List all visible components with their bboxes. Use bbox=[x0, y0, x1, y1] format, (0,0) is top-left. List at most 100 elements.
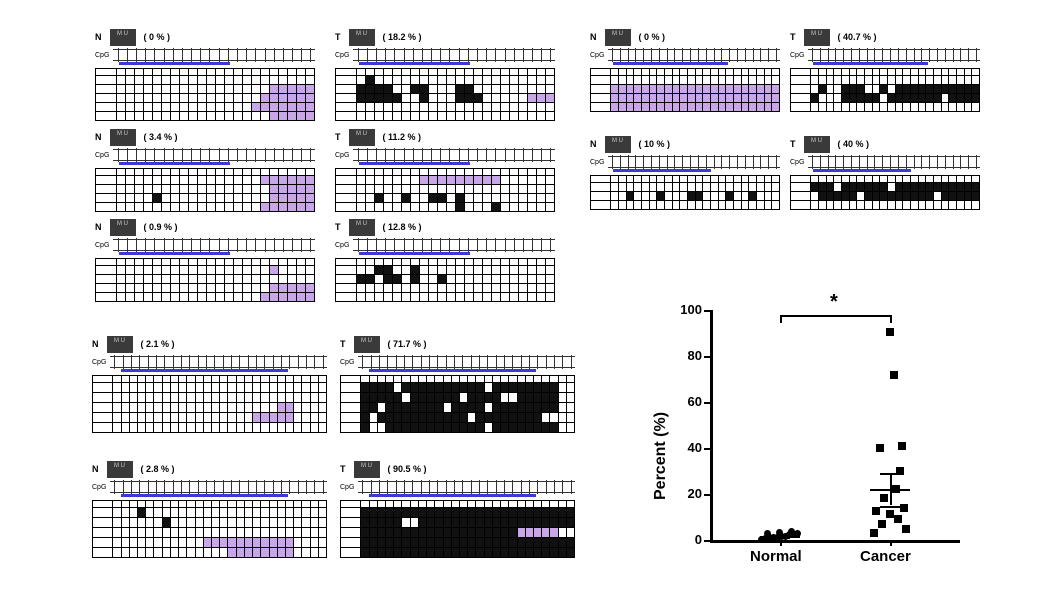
mu-gel-icon: M U bbox=[605, 136, 631, 153]
error-cap bbox=[880, 473, 900, 475]
panel-header: NM U( 3.4 % ) bbox=[95, 128, 315, 146]
grid-cell bbox=[537, 112, 546, 120]
grid-cell bbox=[452, 423, 460, 432]
grid-header-cell bbox=[126, 169, 135, 175]
cpg-tick bbox=[283, 48, 284, 62]
grid-cell bbox=[634, 103, 642, 111]
grid-cell bbox=[492, 176, 501, 184]
grid-cell bbox=[212, 393, 220, 402]
grid-header-cell bbox=[171, 169, 180, 175]
grid-header-cell bbox=[665, 176, 673, 182]
row-label bbox=[96, 85, 117, 93]
grid-cell bbox=[252, 266, 261, 274]
grid-cell bbox=[306, 176, 314, 184]
sample-type-label: T bbox=[340, 339, 346, 349]
grid-header-row bbox=[336, 69, 554, 76]
grid-cell bbox=[378, 508, 386, 517]
region-bar bbox=[359, 162, 470, 165]
grid-header-cell bbox=[162, 169, 171, 175]
grid-cell bbox=[279, 194, 288, 202]
grid-header-cell bbox=[216, 69, 225, 75]
grid-cell bbox=[288, 185, 297, 193]
grid-cell bbox=[220, 548, 228, 557]
grid-cell bbox=[865, 103, 873, 111]
grid-cell bbox=[228, 538, 236, 547]
grid-cell bbox=[171, 383, 179, 392]
grid-cell bbox=[189, 185, 198, 193]
grid-cell bbox=[261, 203, 270, 211]
grid-cell bbox=[216, 85, 225, 93]
grid-header-cell bbox=[528, 169, 537, 175]
cpg-tick bbox=[173, 148, 174, 162]
grid-header-cell bbox=[435, 376, 443, 382]
grid-cell bbox=[297, 103, 306, 111]
grid-cell bbox=[757, 94, 765, 102]
grid-cell bbox=[384, 176, 393, 184]
grid-cell bbox=[703, 183, 711, 191]
grid-cell bbox=[888, 94, 896, 102]
grid-cell bbox=[171, 266, 180, 274]
grid-cell bbox=[196, 508, 204, 517]
grid-cell bbox=[171, 548, 179, 557]
grid-cell bbox=[476, 538, 484, 547]
cpg-tick bbox=[173, 480, 174, 494]
grid-cell bbox=[680, 183, 688, 191]
grid-header-cell bbox=[842, 69, 850, 75]
grid-cell bbox=[162, 94, 171, 102]
grid-header-cell bbox=[270, 259, 279, 265]
grid-cell bbox=[468, 383, 476, 392]
grid-cell bbox=[501, 103, 510, 111]
grid-cell bbox=[657, 201, 665, 209]
grid-cell bbox=[857, 76, 865, 84]
grid-cell bbox=[402, 528, 410, 537]
grid-cell bbox=[122, 538, 130, 547]
methylation-panel: TM U( 11.2 % )CpG bbox=[335, 128, 555, 212]
grid-header-cell bbox=[719, 176, 727, 182]
row-label bbox=[341, 528, 361, 537]
grid-cell bbox=[526, 518, 534, 527]
grid-cell bbox=[546, 94, 554, 102]
cpg-tick bbox=[504, 480, 505, 494]
grid-cell bbox=[542, 518, 550, 527]
grid-cell bbox=[546, 112, 554, 120]
grid-cell bbox=[880, 76, 888, 84]
grid-cell bbox=[361, 518, 369, 527]
grid-cell bbox=[850, 85, 858, 93]
grid-cell bbox=[650, 201, 658, 209]
grid-cell bbox=[485, 393, 493, 402]
grid-header-cell bbox=[456, 169, 465, 175]
grid-cell bbox=[880, 85, 888, 93]
grid-row bbox=[341, 518, 574, 528]
cpg-tick bbox=[385, 238, 386, 252]
grid-cell bbox=[411, 85, 420, 93]
cpg-tick bbox=[246, 238, 247, 252]
grid-cell bbox=[306, 275, 314, 283]
grid-cell bbox=[492, 194, 501, 202]
cpg-tick bbox=[541, 48, 542, 62]
region-bar bbox=[613, 62, 728, 65]
grid-cell bbox=[665, 94, 673, 102]
grid-cell bbox=[546, 194, 554, 202]
grid-cell bbox=[311, 393, 319, 402]
grid-cell bbox=[245, 423, 253, 432]
grid-cell bbox=[420, 176, 429, 184]
grid-cell bbox=[842, 201, 850, 209]
grid-header-cell bbox=[135, 69, 144, 75]
grid-cell bbox=[742, 201, 750, 209]
grid-cell bbox=[179, 548, 187, 557]
data-point bbox=[872, 507, 880, 515]
grid-cell bbox=[243, 194, 252, 202]
cpg-tick bbox=[737, 155, 738, 169]
cpg-tick bbox=[429, 355, 430, 369]
sample-type-label: N bbox=[590, 139, 597, 149]
grid-cell bbox=[402, 548, 410, 557]
cpg-tick bbox=[379, 355, 380, 369]
significance-line bbox=[780, 315, 890, 317]
grid-cell bbox=[294, 383, 302, 392]
grid-cell bbox=[865, 192, 873, 200]
grid-cell bbox=[366, 112, 375, 120]
grid-header-cell bbox=[144, 259, 153, 265]
grid-cell bbox=[492, 275, 501, 283]
methylation-grid bbox=[335, 168, 555, 212]
row-label bbox=[96, 176, 117, 184]
